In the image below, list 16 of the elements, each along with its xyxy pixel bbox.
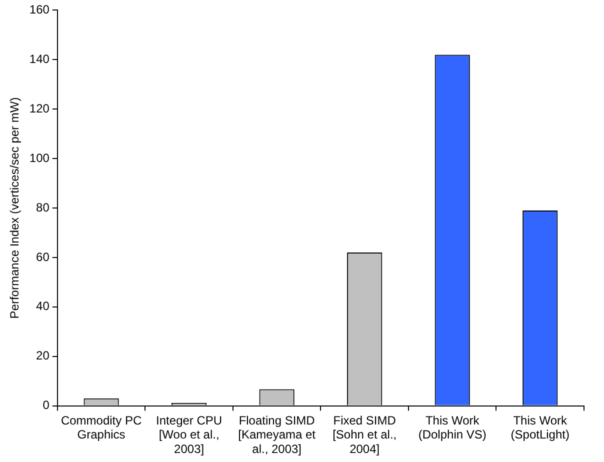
- y-tick-label: 160: [29, 2, 50, 17]
- y-tick-label: 40: [36, 299, 50, 314]
- y-tick-label: 140: [29, 52, 50, 66]
- x-tick-label: Commodity PC Graphics: [60, 413, 142, 442]
- y-tick-label: 0: [42, 398, 50, 412]
- x-tick-label: This Work (SpotLight): [510, 413, 570, 442]
- y-tick-label: 20: [36, 348, 50, 363]
- x-tick-label: Integer CPU [Woo et al., 2003]: [156, 413, 222, 456]
- y-tick-label: 60: [36, 250, 50, 264]
- y-tick-label: 120: [29, 101, 50, 116]
- x-tick-label: Fixed SIMD [Sohn et al., 2004]: [332, 413, 397, 456]
- x-tick-label: Floating SIMD [Kameyama et al., 2003]: [238, 413, 316, 456]
- y-tick-label: 100: [29, 150, 50, 165]
- y-tick-label: 80: [36, 200, 50, 214]
- x-tick-label: This Work (Dolphin VS): [418, 413, 486, 442]
- y-axis-title: Performance Index (vertices/sec per mW): [8, 97, 22, 319]
